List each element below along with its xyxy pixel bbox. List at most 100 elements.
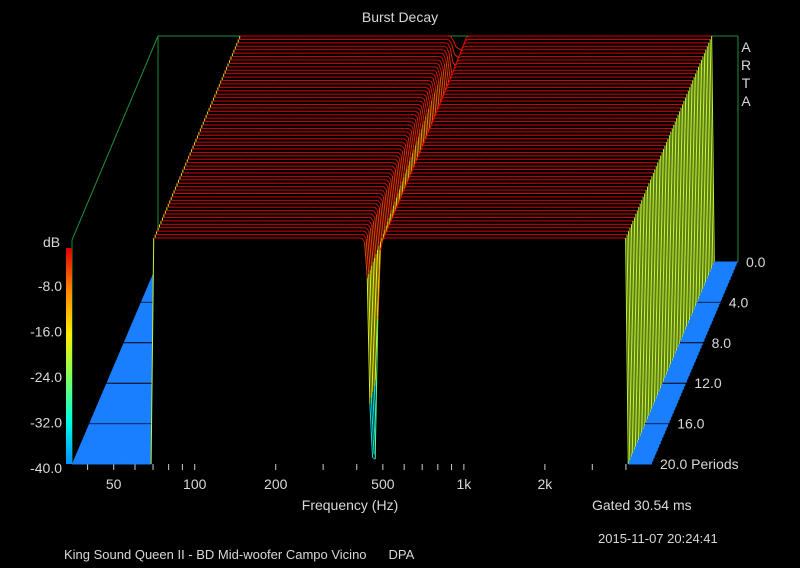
slice-segment (689, 87, 693, 314)
slice-segment (428, 80, 432, 83)
slice-segment (463, 42, 467, 45)
slice-segment (428, 88, 432, 101)
slice-segment (434, 66, 438, 69)
slice-segment (439, 97, 444, 103)
slice-segment (427, 83, 431, 86)
slice-segment (696, 70, 701, 297)
slice-segment (458, 52, 463, 56)
slice-segment (458, 48, 462, 51)
slice-segment (422, 93, 427, 97)
slice-segment (431, 81, 435, 93)
slice-segment (431, 73, 435, 76)
slice-segment (711, 35, 715, 263)
slice-segment (445, 83, 450, 89)
slice-segment (680, 107, 685, 334)
slice-segment (418, 104, 422, 107)
slice-segment (426, 92, 431, 106)
slice-segment (448, 77, 452, 81)
slice-segment (442, 90, 447, 96)
slice-segment (439, 60, 444, 69)
slice-segment (441, 94, 445, 99)
y-tick-label: -16.0 (30, 324, 62, 340)
x-tick-label: 200 (264, 476, 288, 492)
slice-segment (460, 49, 464, 53)
slice-segment (439, 56, 443, 58)
slice-segment (444, 64, 448, 91)
slice-segment (433, 69, 437, 72)
slice-segment (454, 53, 458, 57)
slice-segment (447, 80, 451, 85)
slice-segment (430, 76, 434, 79)
color-scale-bar (66, 248, 72, 464)
slice-segment (442, 53, 447, 61)
slice-segment (444, 50, 448, 57)
slice-segment (703, 53, 708, 280)
slice-segment (683, 101, 688, 328)
y-tick-label: -40.0 (30, 460, 62, 476)
x-tick-label: 1k (456, 476, 472, 492)
z-tick-label: 8.0 (712, 335, 732, 351)
slice-segment (708, 42, 712, 269)
slice-segment (447, 43, 451, 49)
slice-segment (429, 85, 434, 97)
x-tick-label: 50 (106, 476, 122, 492)
slice-segment (706, 46, 711, 273)
slice-segment (441, 57, 445, 65)
slice-segment (445, 46, 450, 53)
slice-segment (451, 70, 455, 74)
slice-segment (419, 109, 424, 126)
slice-segment (424, 90, 428, 93)
slice-segment (425, 95, 429, 110)
y-tick-label: -32.0 (30, 415, 62, 431)
slice-segment (442, 49, 445, 51)
z-tick-label: 16.0 (677, 416, 704, 432)
slice-segment (457, 56, 461, 60)
z-tick-label: 20.0 Periods (660, 456, 739, 472)
z-tick-label: 4.0 (729, 294, 749, 310)
x-tick-label: 2k (537, 476, 553, 492)
slice-segment (448, 39, 453, 45)
slice-segment (455, 46, 459, 49)
slice-segment (440, 52, 444, 55)
slice-segment (466, 35, 470, 38)
y-tick-label: -8.0 (38, 278, 62, 294)
slice-segment (687, 90, 692, 317)
slice-segment (449, 48, 454, 63)
slice-segment (702, 56, 707, 283)
slice-segment (698, 66, 702, 293)
slice-segment (422, 102, 427, 118)
slice-segment (709, 39, 714, 266)
slice-segment (434, 74, 438, 85)
z-tick-label: 12.0 (694, 375, 721, 391)
slice-segment (423, 99, 428, 114)
slice-segment (438, 64, 443, 73)
slice-segment (437, 67, 441, 77)
slice-segment (425, 86, 430, 90)
slice-segment (450, 73, 454, 78)
slice-segment (443, 45, 447, 48)
slice-segment (700, 59, 705, 286)
x-tick-label: 100 (183, 476, 207, 492)
slice-segment (461, 45, 465, 49)
slice-segment (690, 83, 695, 310)
slice-segment (432, 78, 437, 89)
slice-segment (446, 56, 451, 79)
slice-segment (686, 94, 690, 321)
slice-segment (436, 62, 440, 65)
slice-segment (692, 80, 696, 307)
slice-segment (448, 52, 453, 73)
slice-segment (417, 107, 421, 111)
slice-segment (446, 38, 450, 41)
slice-segment (420, 100, 424, 104)
z-tick-label: 0.0 (746, 254, 766, 270)
slice-segment (435, 71, 440, 81)
slice-segment (450, 36, 454, 41)
slice-segment (452, 66, 457, 71)
slice-segment (464, 39, 468, 42)
floor-right-edge (651, 261, 739, 465)
x-tick-label: 500 (371, 476, 395, 492)
slice-segment (452, 40, 457, 47)
slice-segment (444, 42, 448, 44)
slice-segment (421, 97, 425, 100)
slice-segment (705, 49, 709, 276)
